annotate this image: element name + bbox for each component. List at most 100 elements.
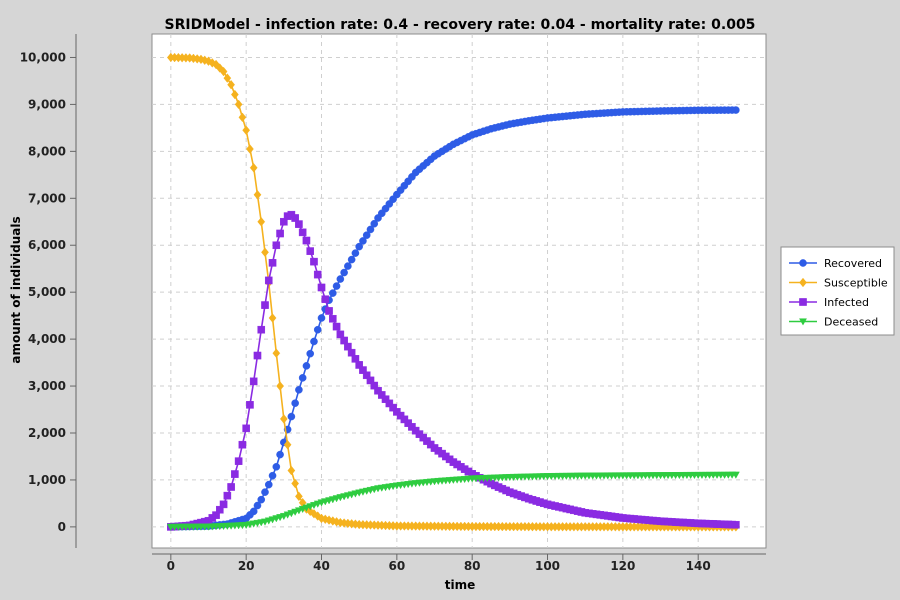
y-tick-label: 4,000	[28, 332, 66, 346]
data-point-recovered	[336, 275, 345, 283]
data-point-infected	[332, 322, 341, 331]
y-tick-label: 5,000	[28, 285, 66, 299]
data-point-infected	[234, 457, 243, 465]
data-point-recovered	[370, 219, 379, 228]
data-point-recovered	[732, 106, 740, 114]
data-point-infected	[261, 301, 269, 309]
y-tick-label: 9,000	[28, 97, 66, 111]
data-point-recovered	[355, 242, 363, 251]
data-point-infected	[306, 247, 315, 255]
data-point-recovered	[329, 289, 337, 297]
data-point-recovered	[253, 501, 262, 510]
data-point-recovered	[362, 231, 371, 239]
x-tick-label: 120	[610, 559, 635, 573]
y-tick-label: 8,000	[28, 144, 66, 158]
data-point-infected	[246, 401, 254, 409]
data-point-recovered	[264, 480, 273, 489]
legend-label: Infected	[824, 296, 869, 309]
data-point-recovered	[332, 282, 341, 290]
data-point-recovered	[344, 262, 352, 270]
data-point-infected	[223, 491, 232, 500]
data-point-infected	[219, 500, 228, 509]
data-point-recovered	[310, 337, 318, 346]
data-point-recovered	[347, 255, 356, 264]
data-point-infected	[302, 236, 311, 245]
data-point-infected	[298, 228, 307, 237]
legend-items: Recovered Susceptible Infected Deceased	[789, 257, 888, 329]
data-point-infected	[317, 283, 326, 292]
x-ticks: 0 20 40 60 80 100 120 140	[167, 554, 711, 573]
legend-marker	[799, 318, 807, 326]
data-point-susceptible	[306, 506, 315, 517]
data-point-recovered	[351, 249, 360, 257]
data-point-infected	[253, 351, 262, 360]
data-point-infected	[313, 270, 322, 279]
data-point-infected	[276, 229, 284, 238]
data-point-infected	[272, 241, 281, 250]
data-point-deceased	[731, 471, 740, 479]
data-point-infected	[231, 470, 239, 478]
data-point-infected	[257, 325, 266, 334]
data-point-recovered	[295, 386, 303, 394]
data-point-susceptible	[238, 112, 247, 123]
data-point-recovered	[306, 349, 315, 358]
legend-item-infected: Infected	[789, 296, 869, 309]
data-point-recovered	[302, 362, 311, 370]
data-point-recovered	[249, 507, 258, 516]
legend-item-susceptible: Susceptible	[789, 277, 888, 290]
data-point-infected	[321, 295, 330, 304]
data-point-susceptible	[257, 217, 266, 227]
data-point-susceptible	[227, 79, 235, 90]
data-point-susceptible	[231, 89, 239, 100]
data-point-susceptible	[295, 491, 303, 502]
data-point-recovered	[317, 314, 326, 322]
data-point-susceptible	[246, 144, 254, 154]
data-point-infected	[242, 424, 250, 433]
y-tick-label: 10,000	[20, 50, 66, 64]
chart-title: SRIDModel - infection rate: 0.4 - recove…	[165, 17, 756, 33]
data-point-recovered	[340, 268, 348, 277]
legend-item-deceased: Deceased	[789, 316, 878, 329]
series-susceptible	[166, 52, 740, 532]
data-point-susceptible	[249, 163, 258, 173]
y-tick-label: 3,000	[28, 379, 66, 393]
data-point-recovered	[298, 374, 307, 382]
data-point-recovered	[276, 450, 284, 459]
series-deceased	[166, 471, 740, 531]
y-axis-label: amount of individuals	[9, 216, 23, 363]
y-tick-label: 7,000	[28, 191, 66, 205]
x-tick-label: 100	[535, 559, 560, 573]
data-point-susceptible	[234, 99, 243, 110]
data-point-infected	[732, 520, 740, 529]
legend-label: Susceptible	[824, 277, 888, 290]
data-point-susceptible	[272, 348, 281, 358]
x-tick-label: 0	[167, 559, 175, 573]
y-tick-label: 2,000	[28, 426, 66, 440]
data-point-recovered	[366, 225, 375, 234]
x-axis-label: time	[445, 578, 476, 592]
data-point-infected	[295, 220, 303, 228]
legend-label: Deceased	[824, 316, 878, 329]
data-point-recovered	[272, 462, 281, 471]
data-point-susceptible	[253, 190, 262, 200]
legend-item-recovered: Recovered	[789, 257, 882, 270]
data-point-susceptible	[268, 313, 277, 323]
series-group	[166, 52, 740, 532]
y-tick-label: 6,000	[28, 238, 66, 252]
data-point-infected	[249, 377, 258, 386]
x-tick-label: 40	[313, 559, 330, 573]
x-tick-label: 140	[686, 559, 711, 573]
data-point-infected	[227, 483, 235, 491]
legend-marker	[799, 298, 807, 306]
data-point-susceptible	[219, 66, 228, 77]
data-point-infected	[325, 307, 333, 315]
x-tick-label: 80	[464, 559, 481, 573]
data-point-susceptible	[279, 414, 288, 424]
y-tick-label: 1,000	[28, 473, 66, 487]
data-point-susceptible	[283, 440, 292, 450]
legend-marker	[799, 259, 807, 267]
x-tick-label: 60	[388, 559, 405, 573]
legend-label: Recovered	[824, 257, 882, 270]
data-point-recovered	[261, 488, 269, 496]
